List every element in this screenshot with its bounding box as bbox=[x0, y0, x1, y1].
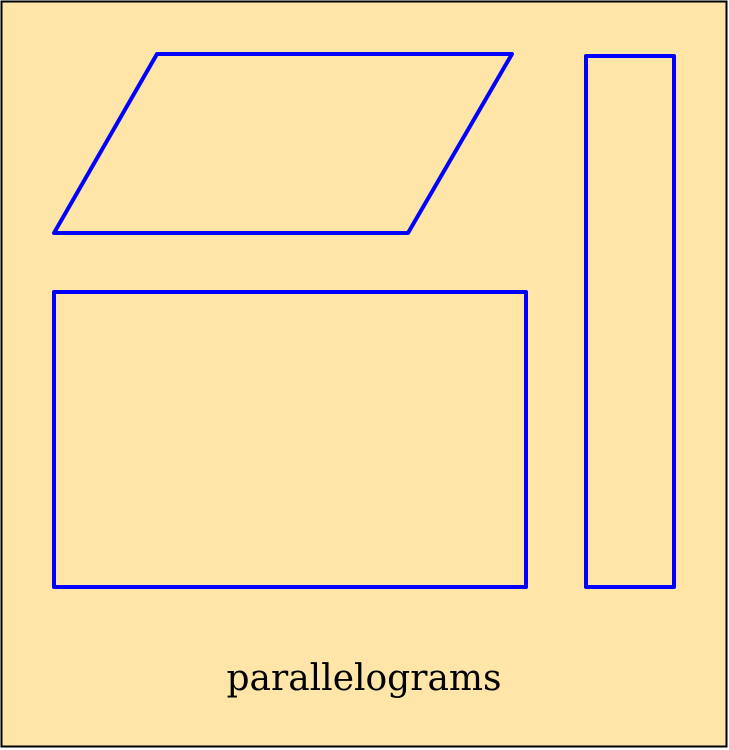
slanted-parallelogram bbox=[52, 52, 514, 235]
tall-rectangle bbox=[584, 54, 676, 589]
diagram-caption: parallelograms bbox=[226, 658, 501, 699]
wide-rectangle bbox=[52, 290, 528, 589]
